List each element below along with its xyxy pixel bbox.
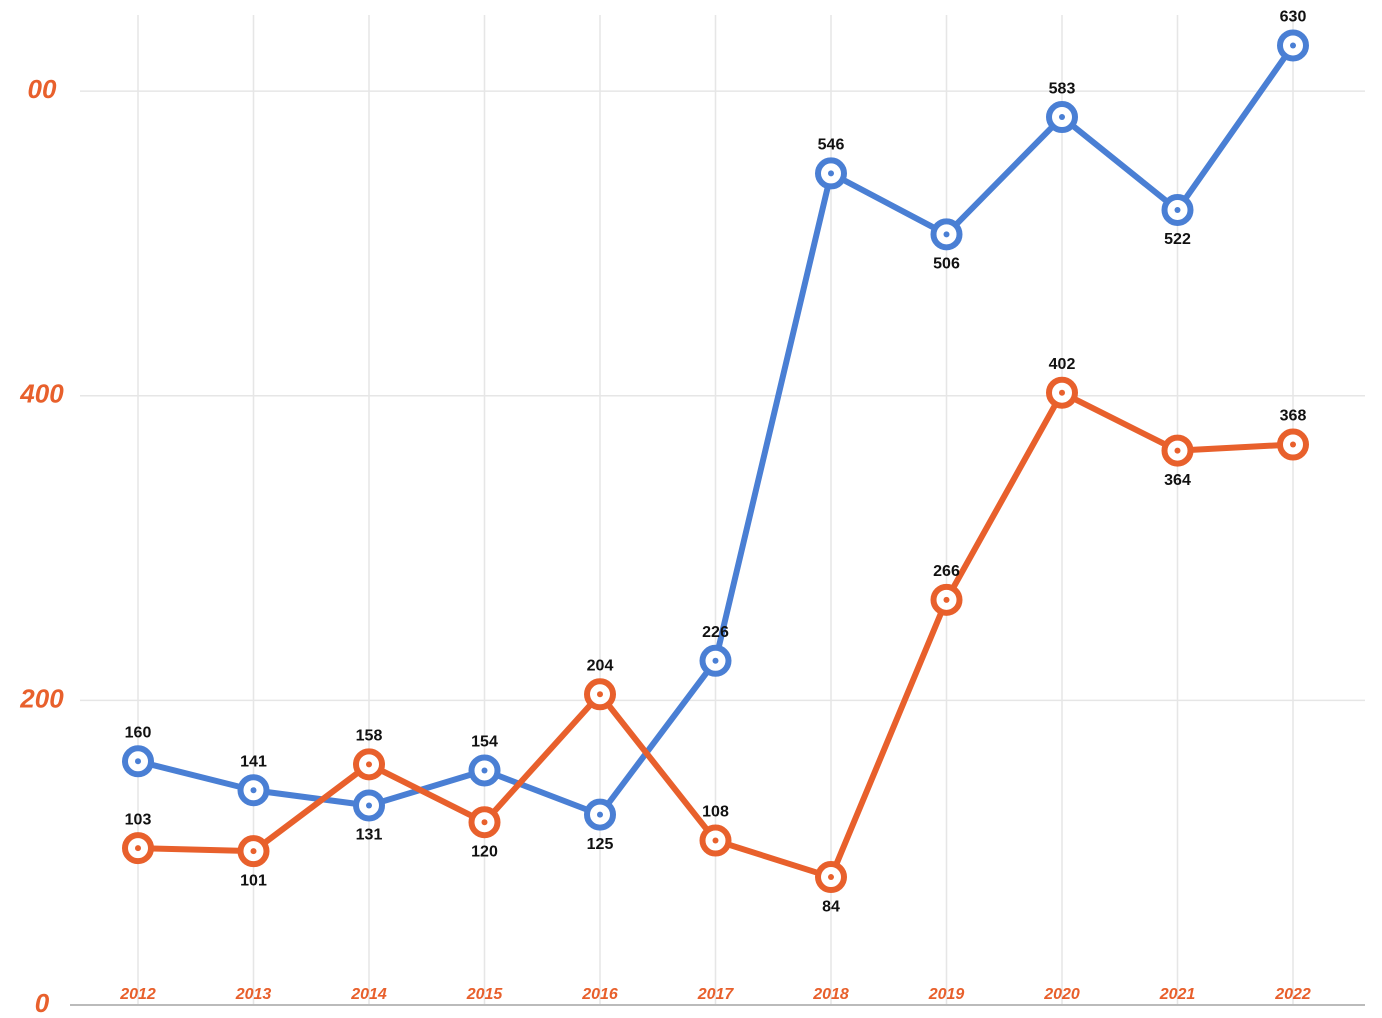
data-label: 364 [1164, 472, 1191, 489]
x-tick-label: 2020 [1043, 986, 1080, 1003]
point-icon [943, 596, 950, 603]
point-icon [366, 761, 372, 768]
x-tick-label: 2013 [235, 986, 272, 1003]
point-icon [1290, 42, 1296, 49]
x-tick-label: 2019 [928, 986, 965, 1003]
x-tick-label: 2021 [1159, 986, 1196, 1003]
data-label: 108 [702, 804, 729, 821]
x-tick-label: 2022 [1274, 986, 1311, 1003]
data-label: 583 [1049, 80, 1076, 97]
data-label: 154 [471, 734, 498, 751]
point-icon [366, 802, 372, 809]
x-tick-label: 2015 [466, 986, 504, 1003]
x-tick-label: 2014 [350, 986, 387, 1003]
y-tick-label: 400 [19, 379, 64, 409]
point-icon [135, 758, 141, 765]
data-label: 522 [1164, 231, 1191, 248]
data-label: 546 [818, 137, 845, 154]
x-tick-label: 2012 [119, 986, 156, 1003]
data-label: 368 [1280, 408, 1307, 425]
data-label: 125 [587, 836, 614, 853]
point-icon [1059, 114, 1065, 121]
data-label: 158 [356, 728, 383, 745]
data-label: 84 [822, 898, 840, 915]
point-icon [1059, 389, 1065, 396]
data-label: 120 [471, 843, 498, 860]
data-label: 266 [933, 563, 960, 580]
y-tick-label: 00 [28, 74, 57, 104]
data-label: 141 [240, 753, 267, 770]
x-tick-label: 2016 [581, 986, 618, 1003]
point-icon [1174, 206, 1181, 213]
y-tick-label: 200 [19, 683, 64, 713]
data-label: 103 [125, 811, 152, 828]
point-icon [712, 657, 719, 664]
point-icon [135, 845, 141, 852]
point-icon [481, 767, 488, 774]
point-icon [1290, 441, 1296, 448]
point-icon [481, 819, 488, 826]
data-label: 402 [1049, 356, 1076, 373]
point-icon [943, 231, 950, 238]
point-icon [828, 170, 834, 177]
point-icon [597, 691, 603, 698]
point-icon [1174, 447, 1181, 454]
x-tick-label: 2018 [812, 986, 849, 1003]
data-label: 160 [125, 725, 152, 742]
x-tick-label: 2017 [697, 986, 735, 1003]
data-label: 630 [1280, 9, 1307, 26]
point-icon [828, 874, 834, 881]
data-label: 131 [356, 827, 383, 844]
point-icon [712, 837, 719, 844]
point-icon [250, 848, 257, 855]
data-label: 226 [702, 624, 729, 641]
data-label: 204 [587, 658, 614, 675]
point-icon [597, 811, 603, 818]
data-label: 101 [240, 872, 267, 889]
data-label: 506 [933, 256, 960, 273]
y-tick-label: 0 [35, 988, 50, 1018]
point-icon [250, 787, 257, 794]
